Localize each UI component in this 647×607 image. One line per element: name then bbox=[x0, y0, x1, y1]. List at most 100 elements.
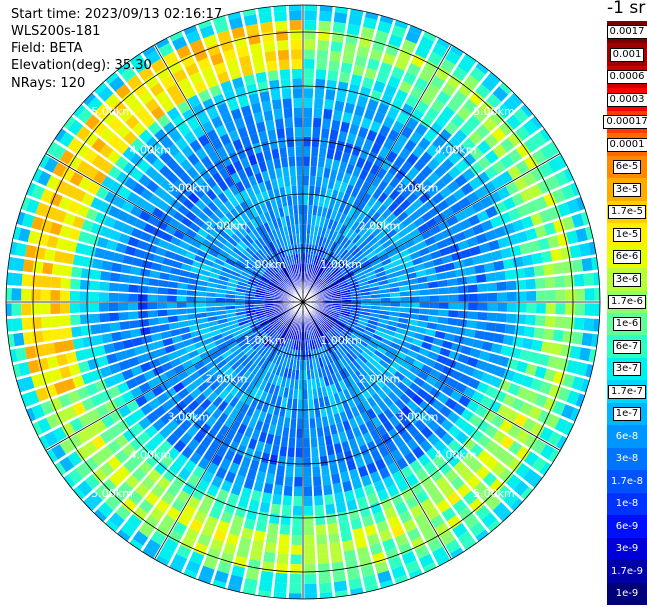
scan-cell bbox=[432, 257, 444, 267]
scan-cell bbox=[557, 387, 571, 402]
scan-cell bbox=[516, 143, 531, 158]
scan-cell bbox=[408, 313, 419, 320]
scan-cell bbox=[210, 329, 222, 337]
scan-cell bbox=[485, 322, 497, 332]
scan-cell bbox=[420, 115, 434, 129]
scan-cell bbox=[250, 195, 259, 207]
scan-cell bbox=[379, 314, 390, 320]
scan-cell bbox=[583, 318, 595, 332]
scan-cell bbox=[124, 245, 137, 256]
scan-cell bbox=[241, 271, 251, 278]
scan-cell bbox=[285, 358, 291, 369]
scan-cell bbox=[271, 342, 279, 353]
scan-cell bbox=[436, 239, 448, 250]
scan-cell bbox=[179, 353, 191, 364]
scan-cell bbox=[405, 473, 419, 487]
ray-line bbox=[16, 301, 304, 380]
scan-cell bbox=[426, 322, 438, 330]
scan-cell bbox=[583, 272, 595, 286]
scan-cell bbox=[323, 396, 331, 407]
scan-cell bbox=[461, 137, 476, 152]
scan-cell bbox=[515, 125, 531, 141]
scan-cell bbox=[216, 284, 227, 290]
scan-cell bbox=[334, 443, 343, 454]
scan-cell bbox=[366, 184, 377, 196]
scan-cell bbox=[340, 265, 350, 274]
scan-cell bbox=[279, 524, 291, 535]
scan-cell bbox=[202, 493, 216, 506]
scan-cell bbox=[108, 385, 121, 399]
scan-cell bbox=[364, 108, 376, 121]
scan-cell bbox=[507, 383, 521, 396]
scan-cell bbox=[299, 370, 303, 380]
scan-cell bbox=[91, 154, 106, 169]
scan-cell bbox=[365, 360, 375, 371]
scan-cell bbox=[243, 74, 256, 86]
scan-cell bbox=[111, 262, 123, 273]
scan-cell bbox=[230, 172, 241, 184]
scan-cell bbox=[395, 410, 407, 423]
scan-cell bbox=[90, 222, 103, 235]
scan-cell bbox=[11, 272, 23, 286]
scan-cell bbox=[306, 330, 309, 341]
scan-cell bbox=[266, 286, 277, 292]
scan-cell bbox=[364, 67, 377, 80]
ray-line bbox=[302, 301, 439, 567]
scan-cell bbox=[309, 340, 313, 350]
scan-cell bbox=[77, 480, 93, 497]
scan-cell bbox=[168, 60, 183, 75]
scan-cell bbox=[103, 250, 115, 261]
scan-cell bbox=[556, 154, 567, 169]
scan-cell bbox=[373, 80, 386, 93]
scan-cell bbox=[320, 288, 330, 294]
scan-cell bbox=[60, 315, 71, 327]
scan-cell bbox=[118, 283, 129, 292]
scan-cell bbox=[265, 433, 275, 445]
scan-cell bbox=[295, 263, 299, 274]
scan-cell bbox=[283, 206, 289, 217]
scan-cell bbox=[92, 258, 104, 270]
ray-line bbox=[210, 19, 304, 303]
scan-cell bbox=[103, 376, 117, 388]
scan-cell bbox=[245, 568, 260, 581]
scan-cell bbox=[480, 395, 494, 408]
scan-cell bbox=[324, 435, 333, 446]
scan-cell bbox=[199, 351, 211, 360]
scan-cell bbox=[254, 388, 263, 400]
scan-cell bbox=[76, 429, 91, 444]
scan-cell bbox=[329, 312, 340, 318]
scan-cell bbox=[348, 14, 363, 26]
scan-cell bbox=[340, 330, 350, 339]
scan-cell bbox=[129, 320, 140, 329]
scan-cell bbox=[514, 325, 526, 336]
scan-cell bbox=[285, 466, 294, 477]
scan-cell bbox=[393, 155, 406, 168]
scan-cell bbox=[297, 175, 303, 186]
scan-cell bbox=[168, 375, 181, 387]
scan-cell bbox=[415, 490, 430, 504]
scan-cell bbox=[275, 563, 288, 574]
scan-cell bbox=[429, 468, 443, 483]
scan-cell bbox=[359, 505, 372, 518]
scan-cell bbox=[345, 324, 355, 331]
scan-cell bbox=[288, 308, 296, 315]
scan-cell bbox=[431, 491, 445, 506]
scan-cell bbox=[196, 302, 206, 308]
scan-cell bbox=[214, 384, 225, 396]
scan-cell bbox=[325, 344, 332, 354]
scan-cell bbox=[177, 314, 188, 322]
scan-cell bbox=[320, 366, 327, 377]
scan-cell bbox=[260, 391, 268, 402]
scan-cell bbox=[329, 341, 338, 351]
scan-cell bbox=[61, 265, 73, 277]
scan-cell bbox=[167, 351, 179, 361]
scan-cell bbox=[347, 386, 356, 397]
scan-cell bbox=[370, 305, 381, 310]
scan-cell bbox=[297, 195, 303, 205]
scan-cell bbox=[238, 226, 248, 237]
scan-cell bbox=[351, 293, 361, 297]
scan-cell bbox=[427, 243, 439, 253]
scan-cell bbox=[329, 314, 339, 320]
scan-cell bbox=[69, 290, 80, 301]
scan-cell bbox=[249, 43, 263, 55]
